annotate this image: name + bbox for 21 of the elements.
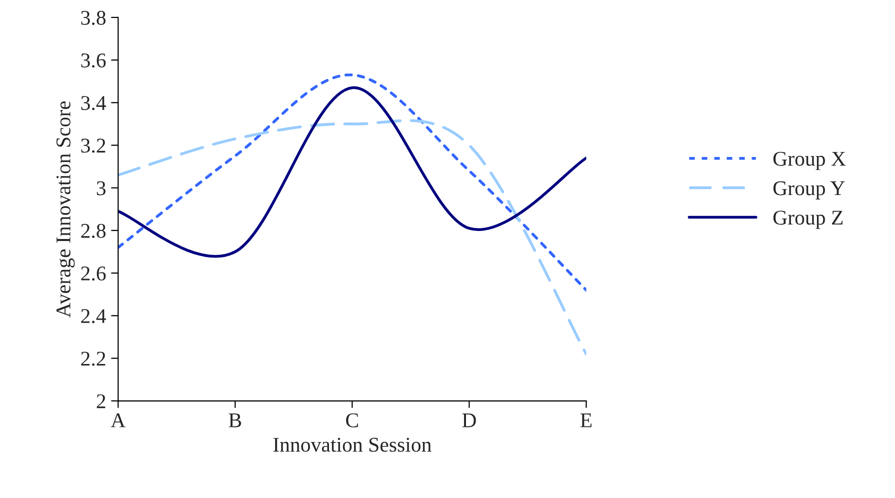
x-tick-label: E	[580, 414, 592, 428]
y-tick-label: 2.8	[81, 224, 106, 238]
y-tick-label: 2.2	[81, 352, 106, 366]
x-tick-label: B	[228, 414, 242, 428]
legend-label: Group Y	[773, 181, 845, 200]
y-axis-title: Average Innovation Score	[56, 101, 75, 318]
x-tick-label: C	[346, 413, 358, 428]
line-series	[118, 74, 586, 292]
x-tick-label: D	[462, 414, 476, 428]
y-tick-label: 2.6	[81, 266, 106, 281]
y-tick-label: 2	[96, 394, 106, 408]
y-tick-label: 2.4	[81, 309, 106, 324]
y-tick-label: 3	[96, 181, 106, 196]
x-tick-label: A	[110, 413, 126, 428]
legend-label: Group Z	[773, 210, 843, 229]
legend-label: Group X	[773, 152, 846, 170]
y-tick-label: 3.2	[81, 138, 106, 153]
y-tick-label: 3.6	[81, 53, 106, 68]
y-tick-label: 3.4	[81, 96, 106, 110]
x-axis-title: Innovation Session	[273, 438, 432, 452]
y-tick-label: 3.8	[81, 10, 106, 25]
